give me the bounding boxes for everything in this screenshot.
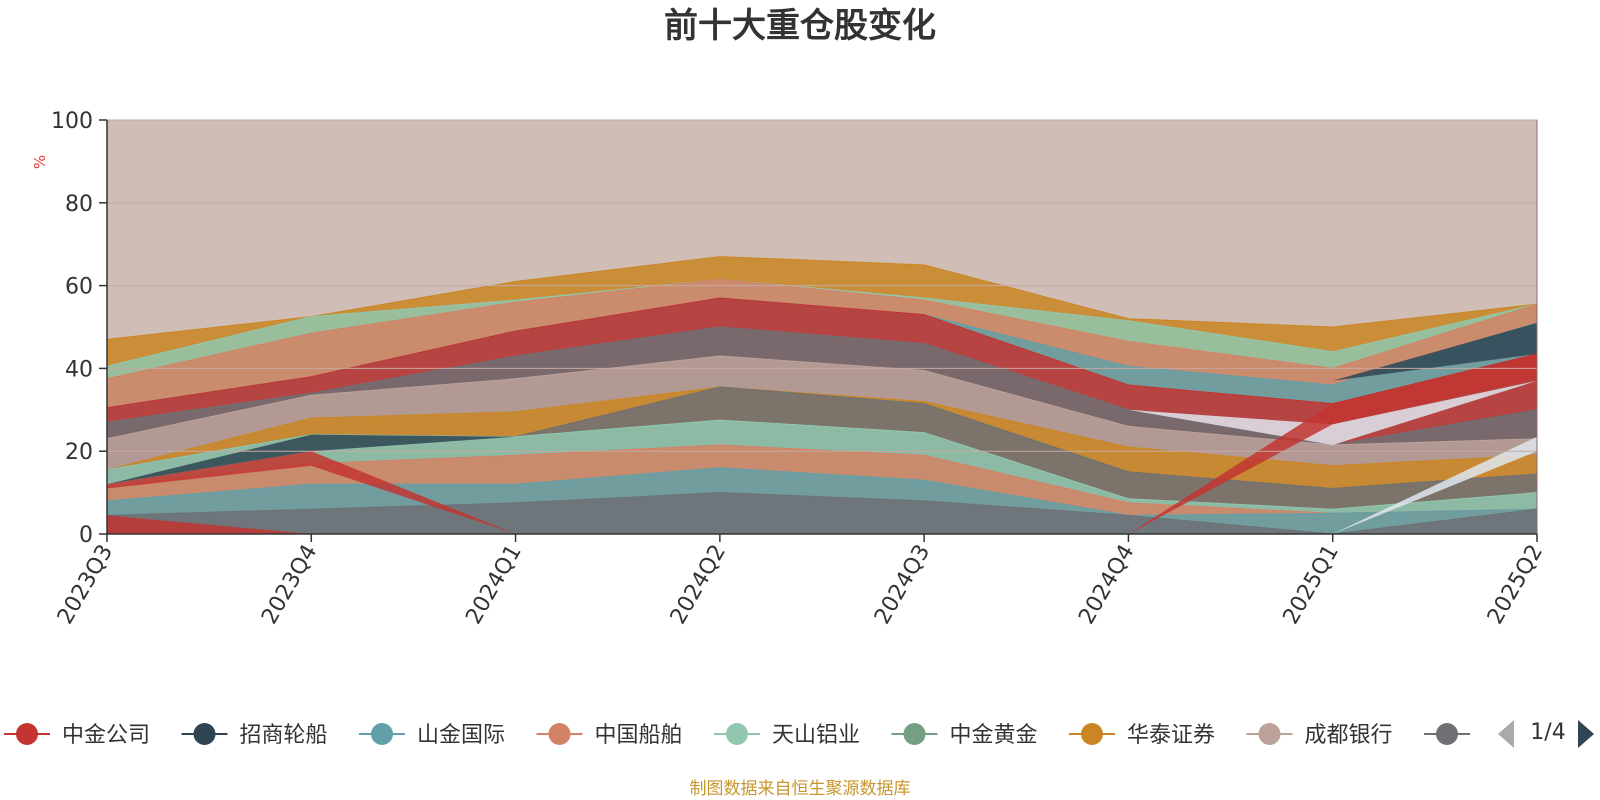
x-tick-label-2023Q4: 2023Q4: [257, 541, 322, 629]
legend-item-1[interactable]: 招商轮船: [181, 723, 328, 748]
legend-label: 华泰证券: [1127, 723, 1215, 748]
pager-prev-triangle: [1498, 720, 1514, 748]
overlay-band-0: [107, 515, 1537, 534]
y-tick-label-40: 40: [65, 357, 93, 382]
legend-item-6[interactable]: 华泰证券: [1069, 723, 1215, 748]
legend-item-3[interactable]: 中国船舶: [536, 723, 683, 748]
legend-label: 天山铝业: [772, 723, 860, 748]
legend-pager-next-icon[interactable]: [1574, 718, 1596, 750]
x-tick-label-2024Q3: 2024Q3: [870, 541, 935, 629]
x-tick-label-2024Q1: 2024Q1: [461, 541, 526, 629]
y-tick-label-80: 80: [65, 192, 93, 217]
legend-pager-prev-icon[interactable]: [1496, 718, 1518, 750]
y-tick-label-20: 20: [65, 440, 93, 465]
legend-svg: 中金公司招商轮船山金国际中国船舶天山铝业中金黄金华泰证券成都银行王: [4, 700, 1600, 780]
grid-layer: [107, 119, 1538, 534]
overlay-band-2: [107, 451, 1537, 534]
source-note: 制图数据来自恒生聚源数据库: [689, 779, 911, 799]
x-tick-label-2024Q4: 2024Q4: [1074, 541, 1139, 629]
y-tick-label-0: 0: [79, 523, 93, 548]
legend-label: 中金黄金: [950, 723, 1038, 748]
legend-label: 中金公司: [62, 723, 150, 748]
overlay-layer: [107, 322, 1537, 534]
legend: 中金公司招商轮船山金国际中国船舶天山铝业中金黄金华泰证券成都银行王: [4, 700, 1600, 780]
y-tick-label-100: 100: [51, 109, 93, 134]
legend-pager-label: 1/4: [1530, 720, 1566, 745]
circle-line-icon: [548, 723, 571, 745]
legend-label: 招商轮船: [240, 723, 328, 748]
y-tick-label-60: 60: [65, 275, 93, 300]
chart-title: 前十大重仓股变化: [664, 6, 936, 46]
circle-line-icon: [1258, 723, 1281, 745]
x-tick-label-2024Q2: 2024Q2: [666, 541, 731, 629]
circle-line-icon: [16, 723, 38, 745]
legend-item-4[interactable]: 天山铝业: [714, 723, 860, 748]
legend-item-0[interactable]: 中金公司: [4, 723, 150, 748]
legend-item-5[interactable]: 中金黄金: [891, 723, 1038, 748]
pager-next-triangle: [1578, 720, 1594, 748]
legend-item-7[interactable]: 成都银行: [1246, 723, 1393, 748]
legend-label: 山金国际: [417, 723, 505, 748]
circle-line-icon: [726, 723, 748, 745]
circle-line-icon: [1436, 723, 1458, 745]
plot-svg: 0 20 40 60 80 100% 2023Q3 2023Q4 2024Q1 2024Q2 202…: [31, 109, 1548, 629]
area-layer: [106, 119, 1538, 535]
y-unit-label: %: [31, 155, 49, 169]
circle-line-icon: [371, 723, 393, 745]
x-tick-label-2025Q1: 2025Q1: [1279, 541, 1344, 629]
circle-line-icon: [193, 723, 216, 745]
x-tick-label-2023Q3: 2023Q3: [53, 541, 118, 629]
circle-line-icon: [903, 723, 926, 745]
legend-item-2[interactable]: 山金国际: [359, 723, 505, 748]
legend-label: 成都银行: [1305, 723, 1393, 748]
legend-label: 中国船舶: [595, 723, 683, 748]
x-tick-label-2025Q2: 2025Q2: [1483, 541, 1548, 629]
circle-line-icon: [1081, 723, 1103, 745]
